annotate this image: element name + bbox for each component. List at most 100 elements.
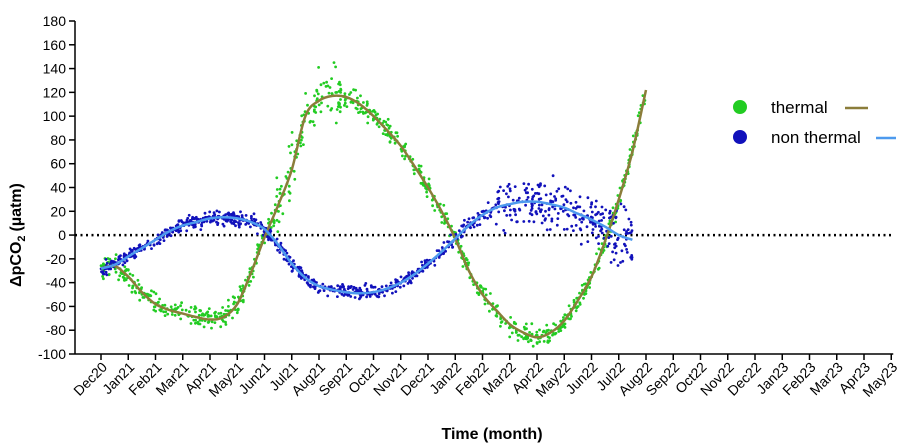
thermal-data-point [275, 188, 279, 191]
non-thermal-data-point [505, 192, 508, 196]
non-thermal-data-point [250, 216, 253, 220]
non-thermal-data-point [121, 263, 125, 267]
thermal-data-point [327, 91, 331, 95]
non-thermal-data-point [553, 195, 556, 198]
non-thermal-data-point [562, 228, 566, 231]
thermal-data-point [101, 275, 104, 278]
thermal-data-point [431, 204, 434, 208]
thermal-data-point [133, 290, 137, 293]
thermal-data-point [575, 296, 579, 300]
non-thermal-data-point [232, 211, 235, 215]
thermal-data-point [231, 316, 234, 320]
thermal-data-point [138, 298, 142, 302]
thermal-data-point [384, 133, 388, 137]
thermal-data-point [377, 125, 381, 129]
trend-curves [100, 89, 648, 339]
non-thermal-data-point [497, 197, 501, 200]
non-thermal-data-point [580, 220, 584, 224]
thermal-data-point [221, 306, 225, 309]
non-thermal-data-point [358, 296, 362, 299]
thermal-data-point [375, 122, 379, 126]
y-tick-label: -20 [46, 251, 66, 267]
non-thermal-data-point [591, 228, 595, 231]
thermal-data-point [378, 117, 382, 121]
non-thermal-data-point [420, 260, 423, 264]
thermal-data-point [114, 253, 118, 256]
non-thermal-data-point [318, 289, 322, 293]
non-thermal-data-point [511, 198, 515, 202]
non-thermal-data-point [619, 202, 623, 206]
thermal-data-point [272, 221, 276, 225]
thermal-data-point [528, 331, 531, 334]
thermal-data-point [152, 290, 156, 294]
thermal-data-point [338, 102, 341, 105]
non-thermal-data-point [158, 238, 162, 242]
thermal-data-point [326, 84, 330, 88]
thermal-data-point [393, 141, 397, 145]
thermal-data-point [401, 154, 404, 158]
thermal-data-point [520, 335, 523, 339]
non-thermal-data-point [185, 218, 189, 222]
thermal-data-point [525, 327, 528, 331]
non-thermal-data-point [543, 218, 547, 222]
non-thermal-data-point [540, 203, 544, 207]
y-tick-label: 100 [43, 108, 67, 124]
non-thermal-data-point [572, 229, 575, 233]
thermal-data-point [461, 265, 465, 268]
thermal-data-point [166, 312, 170, 316]
non-thermal-data-point [505, 214, 509, 217]
non-thermal-data-point [517, 196, 521, 200]
non-thermal-data-point [316, 291, 320, 294]
non-thermal-data-point [563, 185, 567, 189]
thermal-data-point [419, 164, 423, 168]
non-thermal-data-point [590, 210, 594, 214]
non-thermal-data-point [336, 284, 340, 288]
non-thermal-data-point [553, 207, 557, 211]
non-thermal-data-point [440, 246, 444, 249]
thermal-data-point [272, 224, 276, 228]
thermal-data-point [330, 77, 333, 80]
non-thermal-data-point [528, 212, 532, 215]
thermal-data-point [179, 304, 183, 308]
non-thermal-data-point [600, 231, 604, 235]
thermal-data-point [153, 305, 157, 309]
thermal-data-point [440, 221, 444, 224]
thermal-data-point [427, 182, 430, 186]
non-thermal-data-point [368, 295, 372, 298]
non-thermal-data-point [594, 199, 598, 203]
non-thermal-data-point [232, 214, 236, 218]
non-thermal-data-point [574, 207, 578, 210]
non-thermal-data-point [594, 205, 597, 209]
non-thermal-data-point [307, 283, 311, 287]
non-thermal-data-point [102, 272, 106, 276]
data-points [99, 61, 647, 348]
legend-non-thermal-marker [733, 130, 747, 144]
non-thermal-data-point [611, 250, 614, 254]
thermal-data-point [388, 124, 392, 128]
non-thermal-data-point [579, 242, 583, 246]
non-thermal-data-point [510, 218, 513, 222]
non-thermal-data-point [550, 217, 554, 221]
thermal-data-point [530, 332, 534, 336]
non-thermal-data-point [287, 262, 291, 266]
non-thermal-data-point [134, 255, 138, 258]
non-thermal-data-point [609, 234, 613, 238]
thermal-data-point [376, 112, 379, 116]
thermal-data-point [197, 313, 201, 317]
thermal-data-point [117, 278, 120, 282]
thermal-data-point [332, 61, 336, 64]
non-thermal-data-point [573, 213, 577, 217]
non-thermal-data-point [442, 241, 446, 244]
thermal-data-point [148, 293, 152, 297]
thermal-data-point [162, 310, 166, 314]
non-thermal-data-point [340, 292, 344, 296]
thermal-data-point [541, 330, 545, 334]
thermal-data-point [359, 107, 363, 111]
non-thermal-data-point [249, 225, 252, 229]
thermal-data-point [233, 296, 237, 300]
non-thermal-data-point [104, 270, 108, 274]
thermal-data-point [213, 321, 217, 324]
thermal-data-point [256, 243, 259, 247]
non-thermal-data-point [358, 286, 362, 290]
